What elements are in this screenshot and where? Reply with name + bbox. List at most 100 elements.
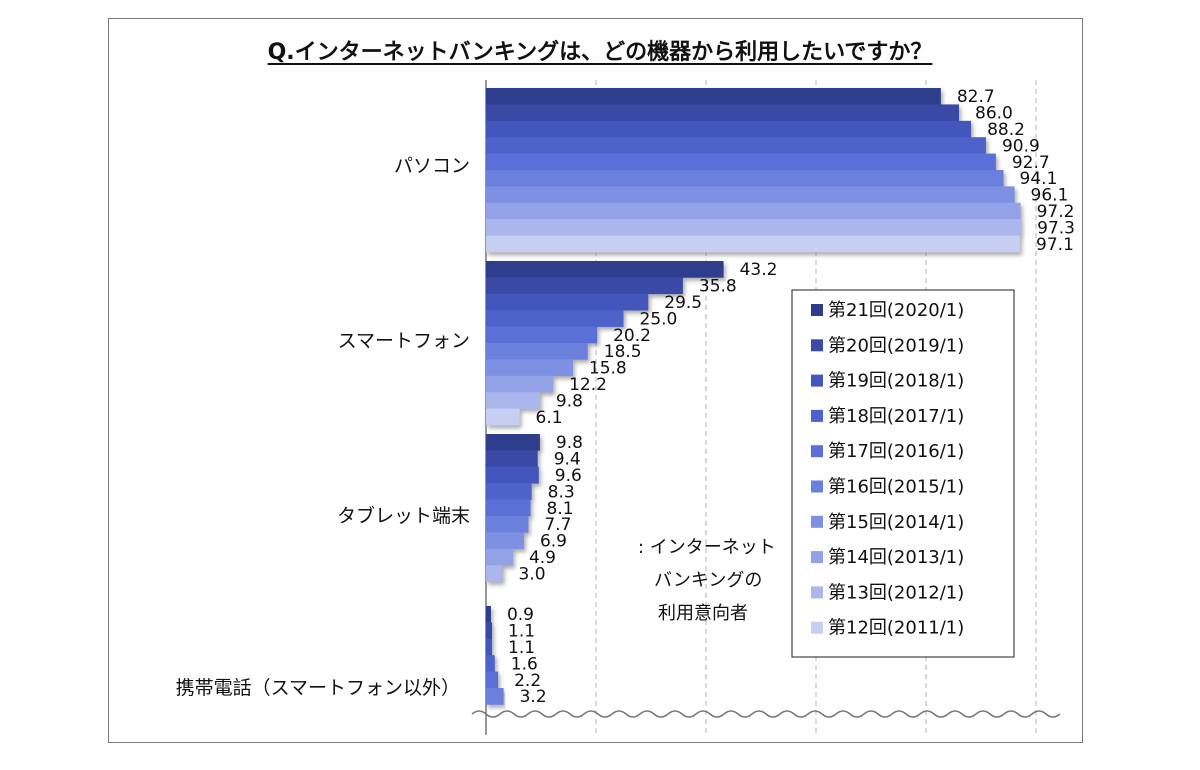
bar-1-4 bbox=[486, 326, 598, 344]
value-label-0-8: 97.3 bbox=[1037, 218, 1075, 238]
value-label-3-0: 0.9 bbox=[507, 605, 534, 625]
annotation-line-2: 利用意向者 bbox=[658, 603, 748, 624]
annotation-line-0: : インターネット bbox=[638, 537, 776, 558]
bar-0-7 bbox=[486, 202, 1021, 220]
bar-2-4 bbox=[486, 499, 531, 517]
bar-group-1 bbox=[486, 261, 724, 426]
legend-swatch-4 bbox=[811, 445, 823, 458]
bar-0-9 bbox=[486, 235, 1021, 253]
bar-3-5 bbox=[486, 688, 504, 705]
category-label-2: タブレット端末 bbox=[337, 504, 470, 527]
legend-swatch-1 bbox=[811, 339, 823, 352]
value-label-0-3: 90.9 bbox=[1002, 136, 1040, 156]
value-label-2-7: 4.9 bbox=[529, 548, 556, 568]
bar-1-2 bbox=[486, 293, 649, 311]
bar-group-3 bbox=[486, 606, 504, 705]
bar-0-3 bbox=[486, 137, 986, 154]
bars-layer bbox=[486, 88, 1022, 705]
legend-box bbox=[791, 289, 1015, 658]
value-label-2-2: 9.6 bbox=[555, 466, 582, 486]
legend-entry-9: 第12回(2011/1) bbox=[828, 618, 964, 639]
legend-entry-8: 第13回(2012/1) bbox=[828, 582, 964, 603]
bar-group-2 bbox=[486, 434, 540, 582]
value-label-2-5: 7.7 bbox=[544, 515, 571, 535]
value-label-2-1: 9.4 bbox=[554, 450, 581, 470]
bar-1-6 bbox=[486, 359, 573, 377]
legend-entry-6: 第15回(2014/1) bbox=[828, 512, 964, 533]
bar-2-8 bbox=[486, 565, 503, 582]
value-label-2-6: 6.9 bbox=[540, 532, 567, 552]
value-label-3-1: 1.1 bbox=[508, 622, 535, 642]
value-label-3-3: 1.6 bbox=[511, 654, 538, 674]
legend-swatch-7 bbox=[811, 551, 823, 564]
bar-0-2 bbox=[486, 120, 972, 138]
legend-swatch-5 bbox=[811, 480, 823, 493]
value-label-1-0: 43.2 bbox=[740, 260, 778, 280]
bar-0-5 bbox=[486, 170, 1004, 187]
value-label-3-2: 1.1 bbox=[508, 638, 535, 658]
value-label-2-3: 8.3 bbox=[548, 482, 575, 502]
value-label-2-8: 3.0 bbox=[519, 564, 546, 584]
legend-swatch-8 bbox=[811, 586, 823, 599]
value-label-0-2: 88.2 bbox=[987, 120, 1025, 140]
bar-1-7 bbox=[486, 375, 554, 393]
legend-swatch-3 bbox=[811, 409, 823, 422]
bar-3-3 bbox=[486, 655, 495, 672]
legend-swatch-6 bbox=[811, 515, 823, 528]
legend-swatch-2 bbox=[811, 374, 823, 387]
category-label-3: 携帯電話（スマートフォン以外） bbox=[176, 677, 460, 699]
value-label-1-1: 35.8 bbox=[699, 277, 737, 297]
legend-entry-3: 第18回(2017/1) bbox=[828, 406, 964, 427]
bar-0-6 bbox=[486, 186, 1015, 204]
bar-group-0 bbox=[486, 88, 1022, 253]
bar-0-4 bbox=[486, 153, 996, 171]
chart-title: Q.インターネットバンキングは、どの機器から利用したいですか？ bbox=[267, 40, 933, 65]
value-label-1-8: 9.8 bbox=[556, 391, 583, 411]
value-label-3-4: 2.2 bbox=[514, 671, 541, 691]
value-label-1-4: 20.2 bbox=[613, 326, 651, 346]
category-label-0: パソコン bbox=[394, 155, 470, 177]
bar-3-1 bbox=[486, 622, 493, 640]
value-label-0-1: 86.0 bbox=[975, 104, 1013, 124]
bar-1-1 bbox=[486, 277, 683, 295]
legend: 第21回(2020/1) 第20回(2019/1) 第19回(2018/1) 第18回… bbox=[791, 289, 1015, 658]
value-label-1-2: 29.5 bbox=[664, 293, 702, 313]
bar-0-8 bbox=[486, 219, 1022, 236]
value-label-0-6: 96.1 bbox=[1031, 186, 1069, 206]
bar-2-7 bbox=[486, 548, 513, 566]
value-label-2-4: 8.1 bbox=[547, 499, 574, 519]
value-label-1-3: 25.0 bbox=[640, 309, 678, 329]
value-label-0-4: 92.7 bbox=[1012, 153, 1050, 173]
bar-3-4 bbox=[486, 671, 499, 689]
value-label-0-9: 97.1 bbox=[1036, 235, 1074, 255]
value-label-1-6: 15.8 bbox=[589, 359, 627, 379]
bar-0-0 bbox=[486, 88, 941, 105]
legend-entry-2: 第19回(2018/1) bbox=[828, 371, 964, 392]
legend-swatch-9 bbox=[811, 621, 823, 634]
annotation-line-1: バンキングの bbox=[654, 570, 762, 591]
bar-1-9 bbox=[486, 408, 520, 426]
legend-entry-1: 第20回(2019/1) bbox=[828, 335, 964, 356]
bar-3-2 bbox=[486, 638, 493, 656]
legend-swatch-0 bbox=[811, 304, 823, 316]
legend-entry-7: 第14回(2013/1) bbox=[828, 547, 964, 568]
value-label-1-9: 6.1 bbox=[536, 408, 563, 428]
bar-3-0 bbox=[486, 606, 491, 623]
bar-2-6 bbox=[486, 532, 524, 550]
bar-2-0 bbox=[486, 434, 540, 451]
bar-2-3 bbox=[486, 483, 532, 500]
legend-entry-5: 第16回(2015/1) bbox=[828, 477, 964, 498]
bar-1-0 bbox=[486, 261, 724, 278]
value-label-1-7: 12.2 bbox=[569, 375, 607, 395]
value-label-3-5: 3.2 bbox=[520, 687, 547, 707]
value-label-0-5: 94.1 bbox=[1020, 169, 1058, 189]
bar-1-5 bbox=[486, 343, 588, 360]
bar-2-2 bbox=[486, 466, 539, 484]
category-label-1: スマートフォン bbox=[338, 330, 470, 352]
bar-1-3 bbox=[486, 310, 624, 327]
bar-2-1 bbox=[486, 450, 538, 468]
legend-entry-4: 第17回(2016/1) bbox=[828, 441, 964, 462]
